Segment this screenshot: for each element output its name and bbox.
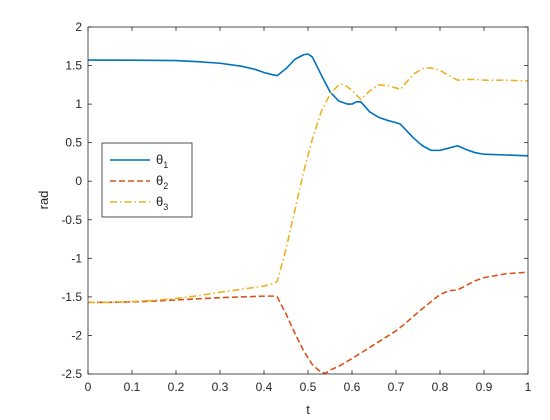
- series-line-2: [87, 271, 529, 375]
- x-axis-label: t: [306, 402, 310, 417]
- y-tick-label: 1.5: [65, 59, 82, 73]
- series-line-1: [87, 53, 529, 157]
- axes-box: [87, 26, 529, 375]
- y-axis-label: rad: [36, 191, 51, 210]
- x-tick-label: 0.9: [476, 380, 493, 394]
- y-tick-label: 2: [75, 20, 82, 34]
- series-line-3: [87, 67, 529, 304]
- x-tick-label: 0.5: [300, 380, 317, 394]
- series-layer: [87, 53, 529, 375]
- x-tick-label: 0.2: [168, 380, 185, 394]
- x-tick-label: 0.8: [432, 380, 449, 394]
- x-tick-label: 0.1: [124, 380, 141, 394]
- x-tick-label: 0: [85, 380, 92, 394]
- x-tick-label: 1: [525, 380, 532, 394]
- tick-layer: 0 0.1 0.2 0.3 0.4 0.5 0.6 0.7 0.8 0.9 1 -2.5 -2 -1.5 -…: [61, 20, 531, 394]
- y-tick-label: -0.5: [61, 213, 82, 227]
- y-tick-label: 1: [75, 97, 82, 111]
- x-tick-label: 0.7: [388, 380, 405, 394]
- x-tick-label: 0.6: [344, 380, 361, 394]
- y-tick-label: -2: [71, 328, 82, 342]
- y-tick-label: 0: [75, 174, 82, 188]
- x-tick-label: 0.4: [256, 380, 273, 394]
- y-tick-label: -1.5: [61, 290, 82, 304]
- x-tick-label: 0.3: [212, 380, 229, 394]
- y-tick-label: 0.5: [65, 136, 82, 150]
- legend-box: [101, 142, 193, 218]
- y-tick-label: -2.5: [61, 367, 82, 381]
- y-tick-label: -1: [71, 251, 82, 265]
